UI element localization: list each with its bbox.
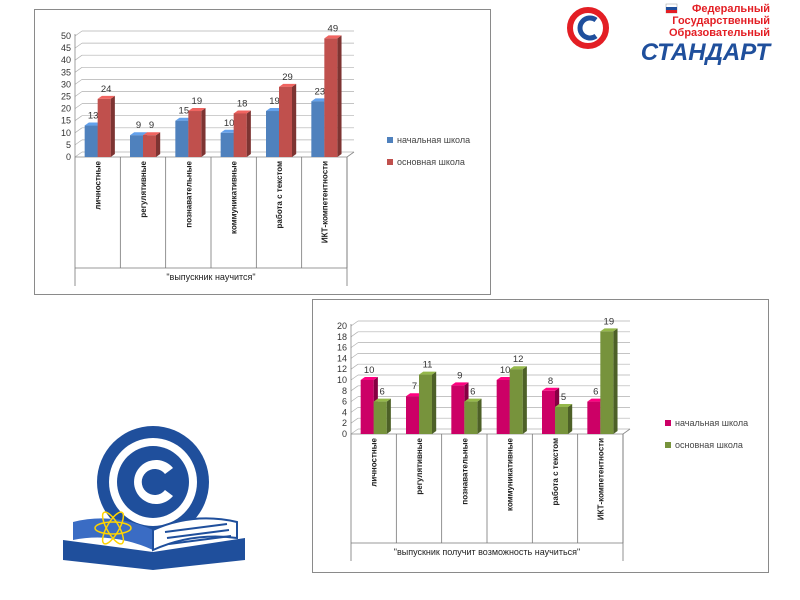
bar-1-3 [509, 366, 527, 434]
category-label: личностные [370, 437, 379, 486]
y-tick-label: 20 [337, 321, 347, 331]
x-axis-title: "выпускник получит возможность научиться… [394, 547, 580, 557]
y-tick-label: 4 [342, 407, 347, 417]
brand-line-1: Федеральный [692, 3, 770, 15]
bar-1-0 [97, 95, 115, 157]
chart-1: 0 5 10 15 20 25 30 35 40 45 50 13 9 15 10 19 23 24 9 19 18 29… [61, 23, 470, 286]
legend-swatch [387, 137, 393, 143]
y-tick-label: 10 [61, 128, 71, 138]
bar-1-1 [143, 132, 161, 157]
data-label: 49 [328, 23, 339, 34]
y-tick-label: 18 [337, 332, 347, 342]
data-label: 10 [224, 118, 235, 129]
y-tick-label: 25 [61, 92, 71, 102]
category-label: личностные [94, 160, 103, 209]
bar-1-4 [279, 83, 297, 157]
y-tick-label: 2 [342, 418, 347, 428]
data-label: 15 [179, 106, 190, 117]
y-tick-label: 20 [61, 104, 71, 114]
y-tick-label: 50 [61, 31, 71, 41]
brand-word: СТАНДАРТ [641, 39, 773, 66]
data-label: 13 [88, 111, 99, 122]
y-tick-label: 35 [61, 67, 71, 77]
y-tick-label: 8 [342, 386, 347, 396]
bar-1-2 [188, 108, 206, 157]
data-label: 6 [380, 387, 385, 398]
y-tick-label: 6 [342, 397, 347, 407]
y-tick-label: 16 [337, 343, 347, 353]
chart-2-frame: 0 2 4 6 8 10 12 14 16 18 20 10 7 9 10 8 6 6 11 6 12 5 19 личнос… [312, 299, 769, 573]
category-label: ИКТ-компетентности [320, 161, 329, 243]
y-tick-label: 0 [66, 152, 71, 162]
brand-line-3: Образовательный [669, 27, 770, 39]
open-book-icon [63, 511, 245, 570]
data-label: 6 [470, 387, 475, 398]
data-label: 23 [315, 86, 326, 97]
bar-1-3 [233, 110, 251, 157]
copyright-c-ring-icon [97, 426, 209, 538]
y-tick-label: 12 [337, 364, 347, 374]
data-label: 10 [364, 365, 375, 376]
category-label: работа с текстом [551, 438, 560, 506]
data-label: 8 [548, 376, 553, 387]
y-tick-label: 30 [61, 79, 71, 89]
fgos-logo: Федеральный Государственный Образователь… [566, 0, 776, 68]
brand-line-2: Государственный [672, 15, 770, 27]
legend-label: начальная школа [397, 135, 470, 145]
copyright-c-logo-icon [567, 7, 609, 49]
bar-1-5 [324, 35, 342, 157]
legend-label: основная школа [675, 440, 743, 450]
data-label: 19 [269, 96, 280, 107]
legend-label: начальная школа [675, 418, 748, 428]
y-tick-label: 10 [337, 375, 347, 385]
bar-1-2 [464, 398, 482, 434]
data-label: 19 [604, 316, 615, 327]
book-logo [55, 420, 265, 570]
data-label: 29 [282, 72, 293, 83]
y-tick-label: 5 [66, 140, 71, 150]
atom-icon [94, 511, 132, 545]
y-tick-label: 0 [342, 429, 347, 439]
data-label: 10 [500, 365, 511, 376]
y-tick-label: 15 [61, 116, 71, 126]
data-label: 9 [136, 120, 141, 131]
category-label: познавательные [184, 160, 193, 227]
data-label: 18 [237, 98, 248, 109]
data-label: 11 [423, 360, 433, 371]
bar-1-4 [555, 404, 573, 434]
data-label: 7 [412, 381, 417, 392]
data-label: 9 [149, 120, 154, 131]
category-label: познавательные [460, 437, 469, 504]
legend-label: основная школа [397, 157, 465, 167]
y-tick-label: 40 [61, 55, 71, 65]
y-tick-label: 14 [337, 353, 347, 363]
category-label: коммуникативные [230, 160, 239, 233]
data-label: 24 [101, 84, 112, 95]
category-label: работа с текстом [275, 161, 284, 229]
category-label: ИКТ-компетентности [596, 438, 605, 520]
data-label: 19 [192, 96, 203, 107]
y-tick-label: 45 [61, 43, 71, 53]
category-label: коммуникативные [506, 437, 515, 510]
chart-1-frame: 0 5 10 15 20 25 30 35 40 45 50 13 9 15 10 19 23 24 9 19 18 29… [34, 9, 491, 295]
bar-1-1 [419, 371, 437, 434]
data-label: 9 [457, 370, 462, 381]
bar-1-5 [600, 328, 618, 434]
legend-swatch [387, 159, 393, 165]
data-label: 12 [513, 354, 524, 365]
legend-swatch [665, 442, 671, 448]
bar-1-0 [373, 398, 391, 434]
category-label: регулятивные [415, 437, 424, 494]
x-axis-title: "выпускник научится" [166, 272, 255, 282]
legend-swatch [665, 420, 671, 426]
data-label: 5 [561, 392, 566, 403]
data-label: 6 [593, 387, 598, 398]
category-label: регулятивные [139, 160, 148, 217]
